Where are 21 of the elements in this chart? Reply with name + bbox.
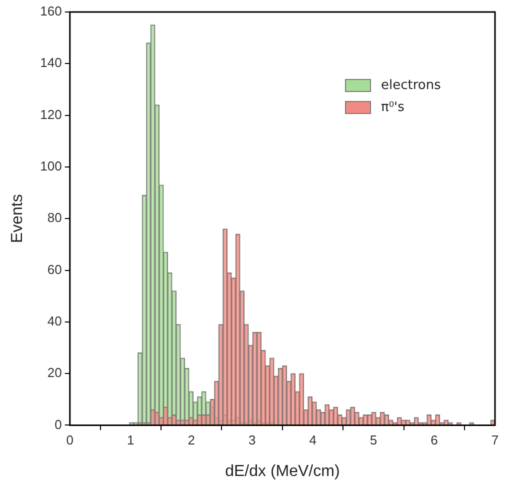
legend-label: π⁰'s <box>381 100 404 115</box>
x-tick-label: 7 <box>491 432 499 448</box>
y-tick-label: 160 <box>40 4 62 19</box>
x-tick-label: 6 <box>430 432 438 448</box>
x-axis-title: dE/dx (MeV/cm) <box>225 462 340 480</box>
y-tick-label: 40 <box>47 313 62 328</box>
x-tick-label: 5 <box>370 432 378 448</box>
x-tick-label: 0 <box>66 432 74 448</box>
y-tick-label: 80 <box>47 210 62 226</box>
x-tick-label: 2 <box>188 432 195 448</box>
legend-label: electrons <box>381 78 441 93</box>
y-tick-label: 60 <box>47 262 62 277</box>
y-axis-title: Events <box>9 194 26 244</box>
y-tick-label: 0 <box>54 416 62 432</box>
y-tick-label: 120 <box>40 106 62 122</box>
x-tick-label: 4 <box>309 432 316 448</box>
y-tick-label: 100 <box>40 158 62 174</box>
x-tick-label: 3 <box>248 432 256 448</box>
y-tick-label: 140 <box>40 55 62 70</box>
x-tick-label: 1 <box>127 432 134 448</box>
y-tick-label: 20 <box>47 365 62 380</box>
